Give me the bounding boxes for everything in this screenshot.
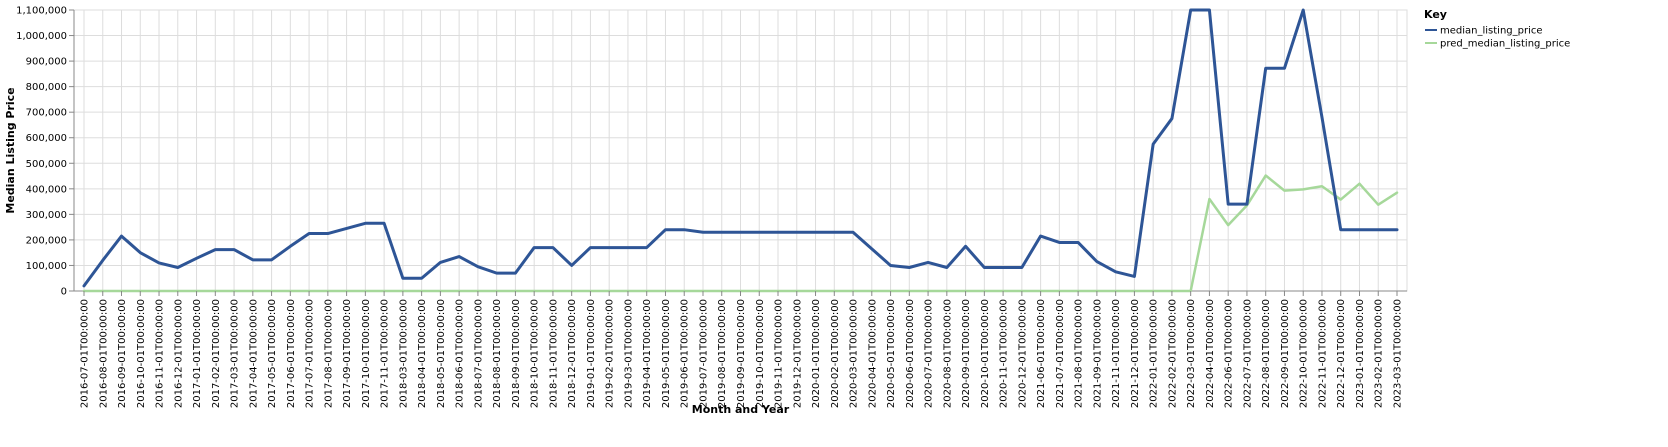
x-tick-label: 2020-08-01T00:00:00: [942, 299, 953, 408]
x-tick-label: 2019-05-01T00:00:00: [661, 299, 672, 408]
x-tick-label: 2020-03-01T00:00:00: [849, 299, 860, 408]
x-tick-label: 2020-06-01T00:00:00: [905, 299, 916, 408]
y-tick-label: 1,000,000: [16, 31, 67, 42]
x-tick-label: 2021-07-01T00:00:00: [1055, 299, 1066, 408]
x-tick-label: 2021-09-01T00:00:00: [1092, 299, 1103, 408]
x-tick-label: 2022-03-01T00:00:00: [1186, 299, 1197, 408]
legend-label: median_listing_price: [1440, 26, 1543, 37]
x-tick-label: 2020-10-01T00:00:00: [980, 299, 991, 408]
x-axis-title: Month and Year: [692, 403, 790, 416]
x-axis: 2016-07-01T00:00:00 2016-08-01T00:00:00 20…: [80, 291, 1404, 408]
y-axis: 0 100,000 200,000 300,000 400,000 500,000 600,…: [16, 6, 74, 298]
y-tick-label: 600,000: [26, 133, 67, 144]
x-tick-label: 2020-01-01T00:00:00: [811, 299, 822, 408]
x-tick-label: 2016-10-01T00:00:00: [136, 299, 147, 408]
x-tick-label: 2023-01-01T00:00:00: [1355, 299, 1366, 408]
x-tick-label: 2017-10-01T00:00:00: [361, 299, 372, 408]
x-tick-label: 2020-09-01T00:00:00: [961, 299, 972, 408]
y-tick-label: 700,000: [26, 108, 67, 119]
x-tick-label: 2019-10-01T00:00:00: [755, 299, 766, 408]
x-tick-label: 2017-02-01T00:00:00: [211, 299, 222, 408]
legend-title: Key: [1424, 8, 1447, 21]
x-tick-label: 2018-07-01T00:00:00: [473, 299, 484, 408]
x-tick-label: 2018-10-01T00:00:00: [530, 299, 541, 408]
x-tick-label: 2016-12-01T00:00:00: [173, 299, 184, 408]
x-tick-label: 2020-04-01T00:00:00: [867, 299, 878, 408]
y-tick-label: 800,000: [26, 82, 67, 93]
x-tick-label: 2017-06-01T00:00:00: [286, 299, 297, 408]
y-tick-label: 500,000: [26, 159, 67, 170]
x-tick-label: 2016-08-01T00:00:00: [98, 299, 109, 408]
x-tick-label: 2016-09-01T00:00:00: [117, 299, 128, 408]
x-tick-label: 2020-11-01T00:00:00: [999, 299, 1010, 408]
x-tick-label: 2019-06-01T00:00:00: [680, 299, 691, 408]
legend: Key median_listing_price pred_median_list…: [1424, 8, 1570, 50]
y-tick-label: 900,000: [26, 57, 67, 68]
x-tick-label: 2018-12-01T00:00:00: [567, 299, 578, 408]
x-tick-label: 2018-09-01T00:00:00: [511, 299, 522, 408]
x-tick-label: 2019-11-01T00:00:00: [774, 299, 785, 408]
x-tick-label: 2022-11-01T00:00:00: [1317, 299, 1328, 408]
x-tick-label: 2019-07-01T00:00:00: [698, 299, 709, 408]
x-tick-label: 2016-07-01T00:00:00: [80, 299, 91, 408]
x-tick-label: 2022-08-01T00:00:00: [1261, 299, 1272, 408]
x-tick-label: 2019-01-01T00:00:00: [586, 299, 597, 408]
x-tick-label: 2023-03-01T00:00:00: [1393, 299, 1404, 408]
x-tick-label: 2019-03-01T00:00:00: [623, 299, 634, 408]
x-tick-label: 2021-12-01T00:00:00: [1130, 299, 1141, 408]
y-tick-label: 100,000: [26, 261, 67, 272]
x-tick-label: 2022-06-01T00:00:00: [1224, 299, 1235, 408]
x-tick-label: 2019-04-01T00:00:00: [642, 299, 653, 408]
x-tick-label: 2022-07-01T00:00:00: [1242, 299, 1253, 408]
x-tick-label: 2017-05-01T00:00:00: [267, 299, 278, 408]
x-tick-label: 2019-08-01T00:00:00: [717, 299, 728, 408]
x-tick-label: 2019-12-01T00:00:00: [792, 299, 803, 408]
y-tick-label: 200,000: [26, 235, 67, 246]
x-tick-label: 2020-02-01T00:00:00: [830, 299, 841, 408]
y-tick-label: 0: [61, 287, 67, 298]
x-tick-label: 2016-11-01T00:00:00: [155, 299, 166, 408]
x-tick-label: 2018-08-01T00:00:00: [492, 299, 503, 408]
x-tick-label: 2020-07-01T00:00:00: [924, 299, 935, 408]
series-line-median-listing-price: [82, 8, 1399, 288]
x-tick-label: 2017-07-01T00:00:00: [305, 299, 316, 408]
x-tick-label: 2017-01-01T00:00:00: [192, 299, 203, 408]
x-tick-label: 2018-05-01T00:00:00: [436, 299, 447, 408]
x-tick-label: 2018-04-01T00:00:00: [417, 299, 428, 408]
x-tick-label: 2018-11-01T00:00:00: [548, 299, 559, 408]
y-tick-label: 1,100,000: [16, 6, 67, 17]
x-tick-label: 2017-04-01T00:00:00: [248, 299, 259, 408]
x-tick-label: 2022-12-01T00:00:00: [1336, 299, 1347, 408]
legend-label: pred_median_listing_price: [1440, 39, 1570, 50]
x-tick-label: 2019-09-01T00:00:00: [736, 299, 747, 408]
x-tick-label: 2017-09-01T00:00:00: [342, 299, 353, 408]
x-tick-label: 2017-08-01T00:00:00: [323, 299, 334, 408]
x-tick-label: 2019-02-01T00:00:00: [605, 299, 616, 408]
x-tick-label: 2018-03-01T00:00:00: [398, 299, 409, 408]
x-tick-label: 2020-12-01T00:00:00: [1017, 299, 1028, 408]
x-tick-label: 2022-10-01T00:00:00: [1299, 299, 1310, 408]
x-tick-label: 2023-02-01T00:00:00: [1374, 299, 1385, 408]
y-tick-label: 300,000: [26, 210, 67, 221]
x-tick-label: 2022-02-01T00:00:00: [1167, 299, 1178, 408]
x-tick-label: 2020-05-01T00:00:00: [886, 299, 897, 408]
x-tick-label: 2017-11-01T00:00:00: [380, 299, 391, 408]
x-tick-label: 2021-11-01T00:00:00: [1111, 299, 1122, 408]
x-tick-label: 2021-06-01T00:00:00: [1036, 299, 1047, 408]
x-tick-label: 2022-09-01T00:00:00: [1280, 299, 1291, 408]
x-tick-label: 2021-08-01T00:00:00: [1074, 299, 1085, 408]
x-tick-label: 2018-06-01T00:00:00: [455, 299, 466, 408]
y-tick-label: 400,000: [26, 184, 67, 195]
y-axis-title: Median Listing Price: [4, 87, 17, 213]
grid-lines: [74, 9, 1407, 292]
x-tick-label: 2022-04-01T00:00:00: [1205, 299, 1216, 408]
x-tick-label: 2022-01-01T00:00:00: [1149, 299, 1160, 408]
x-tick-label: 2017-03-01T00:00:00: [230, 299, 241, 408]
